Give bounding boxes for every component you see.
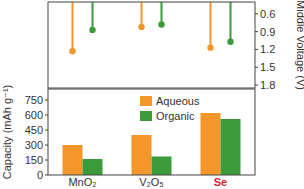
lollipop-head (158, 21, 164, 27)
tick-label: 1.8 (260, 79, 275, 91)
tick (45, 115, 48, 116)
bar (221, 119, 241, 175)
lollipop-head (227, 39, 233, 45)
category-label: V₂O₅ (139, 176, 164, 188)
tick-label: 750 (25, 94, 43, 106)
tick (255, 85, 258, 86)
legend-swatch (140, 111, 152, 121)
lollipop-group (69, 2, 233, 54)
lollipop-head (207, 44, 213, 50)
tick (255, 13, 258, 14)
bar-group (63, 113, 241, 175)
legend-swatch (140, 96, 152, 106)
tick (45, 160, 48, 161)
tick-label: 1.5 (260, 61, 275, 73)
tick (45, 130, 48, 131)
chart: 0.6 0.9 1.2 1.5 1.8 Middle Voltage (V) 0 150 300… (0, 0, 304, 189)
lollipop-stem (161, 2, 163, 25)
bar (152, 157, 172, 176)
axis-label: Capacity (mAh g⁻¹) (1, 85, 13, 179)
lollipop-stem (141, 2, 143, 27)
tick (255, 67, 258, 68)
tick-label: 150 (25, 154, 43, 166)
tick-label: 1.2 (260, 43, 275, 55)
lollipop-stem (210, 2, 212, 48)
tick (255, 49, 258, 50)
frame (48, 2, 255, 88)
legend-label: Organic (156, 110, 195, 122)
bar (63, 145, 83, 175)
legend-label: Aqueous (156, 95, 200, 107)
bar (132, 135, 152, 175)
lollipop-stem (92, 2, 94, 30)
axis-label: Middle Voltage (V) (295, 0, 304, 90)
frame (48, 89, 255, 175)
tick-label: 450 (25, 124, 43, 136)
bar (201, 113, 221, 175)
lollipop-stem (230, 2, 232, 42)
tick (45, 145, 48, 146)
tick (255, 31, 258, 32)
lollipop-head (138, 24, 144, 30)
category-label: MnO₂ (68, 176, 96, 188)
tick-label: 0.6 (260, 8, 275, 20)
lollipop-stem (72, 2, 74, 51)
tick-label: 0 (37, 169, 43, 181)
tick-label: 300 (25, 139, 43, 151)
category-label: Se (214, 176, 227, 188)
tick (45, 100, 48, 101)
tick-label: 0.9 (260, 26, 275, 38)
tick (45, 175, 48, 176)
tick-label: 600 (25, 109, 43, 121)
lollipop-head (89, 27, 95, 33)
bar (83, 159, 103, 175)
lollipop-head (69, 48, 75, 54)
